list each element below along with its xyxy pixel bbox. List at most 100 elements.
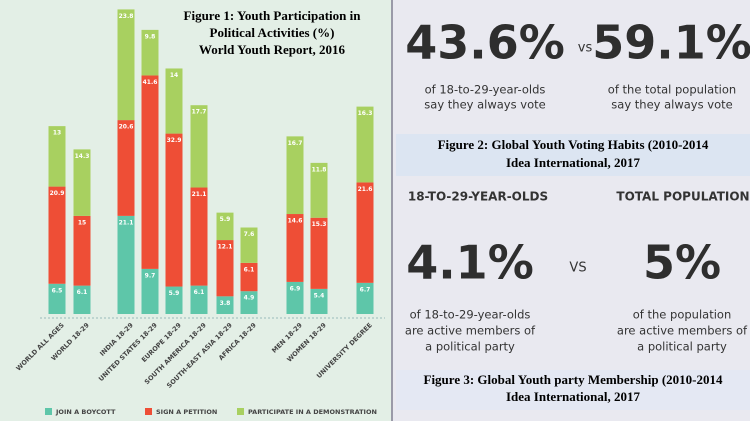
bar-segment [216, 240, 234, 297]
value-label: 41.6 [143, 79, 158, 86]
bar-segment [73, 285, 91, 314]
value-label: 7.6 [244, 231, 255, 238]
value-label: 13 [53, 130, 61, 137]
bar-segment [286, 136, 304, 215]
value-label: 6.7 [360, 286, 371, 293]
value-label: 3.8 [220, 300, 231, 307]
bar-segment [190, 187, 208, 286]
vs: VS [569, 261, 586, 276]
big-number: 5% [643, 236, 721, 290]
big-number: 59.1% [592, 16, 750, 70]
bar-segment [310, 217, 328, 289]
bar-segment [190, 105, 208, 188]
bar-segment [73, 149, 91, 216]
bar-segment [165, 286, 183, 314]
legend-label: PARTICIPATE IN A DEMONSTRATION [248, 408, 377, 416]
heading: 18-TO-29-YEAR-OLDS [408, 190, 548, 204]
value-label: 9.7 [145, 272, 156, 279]
bar-segment [216, 296, 234, 314]
vs: vs [578, 41, 593, 56]
bar-segment [240, 291, 258, 314]
bar-segment [165, 133, 183, 287]
value-label: 5.4 [314, 292, 325, 299]
value-label: 23.8 [119, 13, 134, 20]
value-label: 14.3 [75, 153, 90, 160]
value-label: 20.6 [119, 124, 134, 131]
value-label: 16.7 [288, 140, 303, 147]
bar-segment [286, 281, 304, 314]
legend-swatch [45, 408, 52, 415]
legend-label: SIGN A PETITION [156, 408, 217, 416]
big-number: 43.6% [405, 16, 565, 70]
caption: Figure 3: Global Youth party Membership … [424, 372, 723, 387]
bar-segment [356, 182, 374, 283]
heading: TOTAL POPULATION [616, 190, 749, 204]
chart-title: Political Activities (%) [210, 25, 335, 40]
bar-segment [48, 126, 66, 187]
bar-segment [190, 285, 208, 314]
note: say they always vote [611, 98, 732, 112]
note: are active members of [405, 324, 536, 338]
value-label: 4.9 [244, 295, 255, 302]
bar-segment [117, 9, 135, 121]
bar-segment [48, 186, 66, 284]
note: of 18-to-29-year-olds [410, 308, 531, 322]
value-label: 6.9 [290, 285, 301, 292]
note: are active members of [617, 324, 748, 338]
value-label: 21.1 [119, 219, 134, 226]
value-label: 6.1 [77, 289, 88, 296]
value-label: 21.6 [358, 186, 373, 193]
value-label: 14 [170, 72, 178, 79]
value-label: 6.1 [244, 266, 255, 273]
bar-segment [240, 227, 258, 263]
bar-segment [141, 75, 159, 269]
value-label: 6.1 [194, 289, 205, 296]
value-label: 15.3 [312, 221, 327, 228]
value-label: 12.1 [218, 244, 233, 251]
right-panel [392, 0, 750, 421]
chart-title: World Youth Report, 2016 [199, 42, 346, 57]
bar-segment [141, 268, 159, 314]
value-label: 32.9 [167, 137, 182, 144]
value-label: 5.9 [169, 290, 180, 297]
value-label: 20.9 [50, 190, 65, 197]
note: say they always vote [424, 98, 545, 112]
bar-segment [240, 262, 258, 292]
value-label: 11.8 [312, 166, 327, 173]
caption-box [396, 370, 750, 410]
value-label: 9.8 [145, 33, 156, 40]
value-label: 17.7 [192, 109, 207, 116]
value-label: 16.3 [358, 110, 373, 117]
note: a political party [637, 340, 727, 354]
bar-segment [73, 215, 91, 286]
bar-segment [310, 288, 328, 314]
note: of the total population [608, 83, 736, 97]
legend-swatch [237, 408, 244, 415]
bar-segment [117, 120, 135, 216]
bar-segment [48, 283, 66, 314]
value-label: 6.5 [52, 287, 63, 294]
caption: Figure 2: Global Youth Voting Habits (20… [438, 137, 709, 152]
legend-swatch [145, 408, 152, 415]
bar-segment [165, 68, 183, 134]
bar-segment [216, 212, 234, 241]
note: a political party [425, 340, 515, 354]
caption: Idea International, 2017 [506, 155, 640, 170]
note: of 18-to-29-year-olds [425, 83, 546, 97]
value-label: 14.6 [288, 218, 303, 225]
legend-label: JOIN A BOYCOTT [55, 408, 116, 416]
bar-segment [141, 29, 159, 76]
big-number: 4.1% [406, 236, 534, 290]
caption-box [396, 134, 750, 176]
value-label: 5.9 [220, 216, 231, 223]
bar-segment [310, 162, 328, 218]
value-label: 21.1 [192, 191, 207, 198]
bar-segment [356, 106, 374, 183]
caption: Idea International, 2017 [506, 389, 640, 404]
bar-segment [117, 215, 135, 314]
bar-segment [356, 282, 374, 314]
chart-title: Figure 1: Youth Participation in [184, 8, 362, 23]
bar-segment [286, 214, 304, 282]
